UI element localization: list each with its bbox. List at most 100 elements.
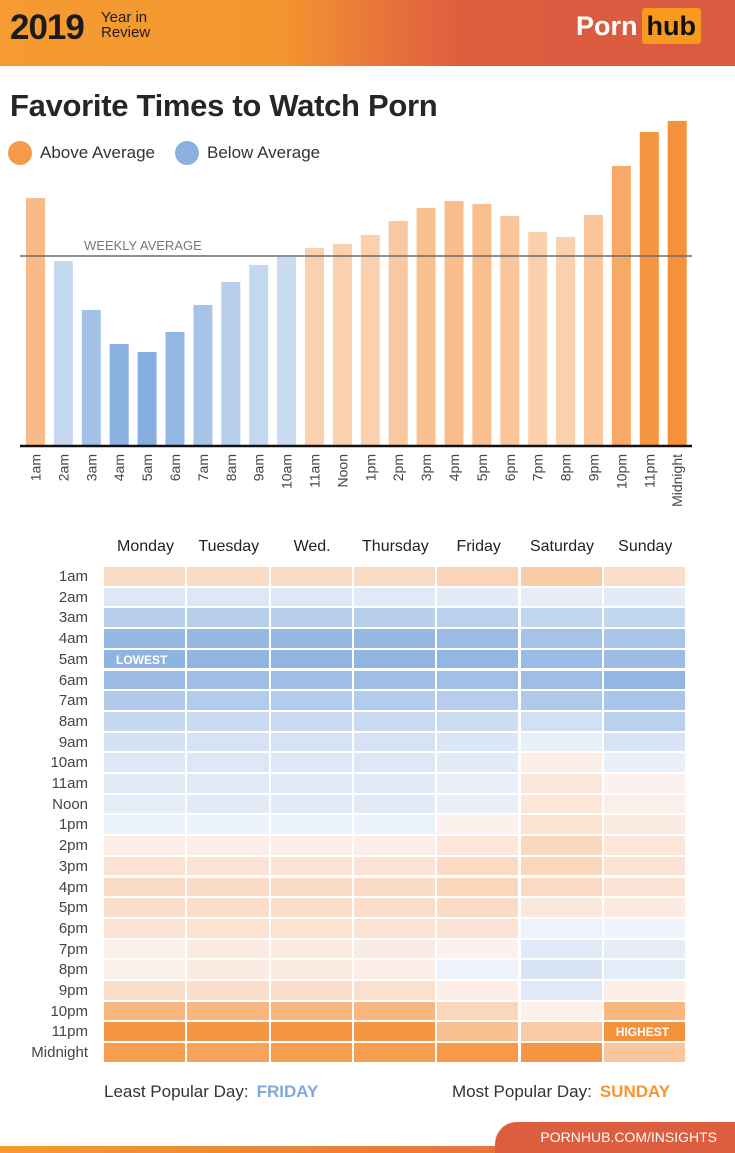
heatmap-row-label: 7am [58, 692, 88, 710]
heatmap-row-label: 8am [58, 712, 88, 730]
heatmap-cell [520, 960, 604, 981]
heatmap-cell [187, 918, 271, 940]
heatmap-cell [270, 587, 354, 609]
heatmap-cell [437, 649, 521, 671]
heatmap-column-header: Tuesday [198, 538, 260, 555]
heatmap-row-label: 1am [58, 568, 88, 585]
heatmap-cell [104, 939, 188, 961]
heatmap-cell [353, 877, 438, 899]
heatmap-cell [353, 629, 438, 650]
heatmap-cell [437, 753, 521, 774]
heatmap-cell [353, 608, 438, 630]
header-banner: 2019 Year in Review Porn hub [0, 0, 735, 66]
x-tick-label: 7pm [530, 454, 546, 481]
x-tick-label: 8am [223, 454, 239, 481]
heatmap-cell [270, 898, 354, 919]
heatmap-cell [437, 856, 521, 878]
heatmap-cell [520, 939, 604, 961]
logo-text-part2: hub [641, 8, 701, 44]
heatmap-cell [353, 691, 438, 712]
bar-1am [26, 198, 45, 446]
heatmap-cell [437, 981, 521, 1002]
heatmap-cell [104, 670, 188, 692]
heatmap-cell [270, 608, 354, 630]
heatmap-cell [353, 732, 438, 754]
bar-chart: 1am 2am 3am 4am 5am 6am 7am 8am 9am 10am 11am Noon 1… [20, 120, 692, 507]
heatmap-column-header: Thursday [362, 538, 429, 555]
x-tick-label: 9pm [586, 454, 602, 481]
heatmap-row-label: 3am [58, 609, 88, 627]
heatmap-cell [603, 670, 688, 692]
bar-5pm [472, 203, 492, 446]
heatmap-cell [353, 898, 438, 919]
heatmap-row-label: 2am [58, 588, 88, 606]
heatmap-cell [270, 732, 354, 754]
heatmap-cell [520, 1043, 604, 1064]
bar-1pm [360, 234, 380, 446]
heatmap-cell [603, 918, 688, 940]
insights-link[interactable]: PORNHUB.COM/INSIGHTS [540, 1129, 717, 1145]
weekly-average-label: WEEKLY AVERAGE [84, 238, 202, 253]
heatmap-cell [603, 567, 688, 588]
bar-4am [109, 343, 129, 446]
heatmap-cell [187, 587, 271, 609]
heatmap-cell [437, 629, 521, 650]
heatmap-cell [104, 836, 188, 857]
heatmap-cell [437, 732, 521, 754]
heatmap-cell [187, 567, 271, 588]
heatmap-cell [270, 567, 354, 588]
heatmap-cell [187, 960, 271, 981]
heatmap-cell [104, 691, 188, 712]
heatmap-cell [187, 836, 271, 857]
x-tick-label: Midnight [669, 454, 685, 507]
heatmap-cell [270, 877, 354, 899]
heatmap-cell [187, 774, 271, 795]
heatmap-column-header: Saturday [529, 538, 595, 555]
heatmap-cell [104, 794, 188, 816]
bar-2pm [388, 221, 408, 446]
legend-label-above: Above Average [40, 143, 155, 162]
heatmap-cell [353, 670, 438, 692]
x-tick-label: 6pm [502, 454, 518, 481]
heatmap-cell [437, 711, 521, 733]
heatmap-cell [353, 567, 438, 588]
heatmap-row-label: 2pm [58, 837, 88, 855]
heatmap-cell [187, 1001, 271, 1023]
heatmap-cell [104, 608, 188, 630]
heatmap-column-header: Friday [456, 538, 501, 555]
least-popular-value: FRIDAY [256, 1082, 319, 1101]
heatmap-cell [270, 836, 354, 857]
x-tick-label: 1am [28, 454, 44, 481]
heatmap-cell [603, 877, 688, 899]
bar-7pm [528, 232, 548, 446]
bar-3pm [416, 207, 436, 446]
heatmap-cell [104, 774, 188, 795]
heatmap-row-label: Noon [52, 795, 88, 813]
heatmap-cell [603, 939, 688, 961]
heatmap-cell [603, 1043, 688, 1064]
heatmap-cell [437, 774, 521, 795]
heatmap-cell [270, 939, 354, 961]
heatmap-cell [603, 691, 688, 712]
heatmap-cell [104, 898, 188, 919]
heatmap-row-label: 7pm [58, 940, 88, 958]
bar-9pm [584, 214, 603, 446]
heatmap-cell [520, 836, 604, 857]
least-popular-label: Least Popular Day: [104, 1082, 249, 1101]
heatmap-cell [270, 856, 354, 878]
heatmap-cell [437, 960, 521, 981]
most-popular-day: Most Popular Day: SUNDAY [452, 1082, 670, 1102]
heatmap-row-label: 3pm [58, 857, 88, 875]
x-tick-label: 11pm [641, 454, 657, 488]
heatmap-cell [603, 774, 688, 795]
heatmap-cell [104, 587, 188, 609]
bar-6pm [500, 215, 520, 446]
bar-noon [332, 244, 352, 446]
heatmap-cell [104, 960, 188, 981]
heatmap-cell [270, 629, 354, 650]
insights-tab[interactable]: PORNHUB.COM/INSIGHTS [495, 1122, 735, 1153]
x-tick-label: 2am [55, 454, 71, 481]
heatmap-cell [187, 691, 271, 712]
heatmap-cell [603, 608, 688, 630]
heatmap-cell [187, 753, 271, 774]
